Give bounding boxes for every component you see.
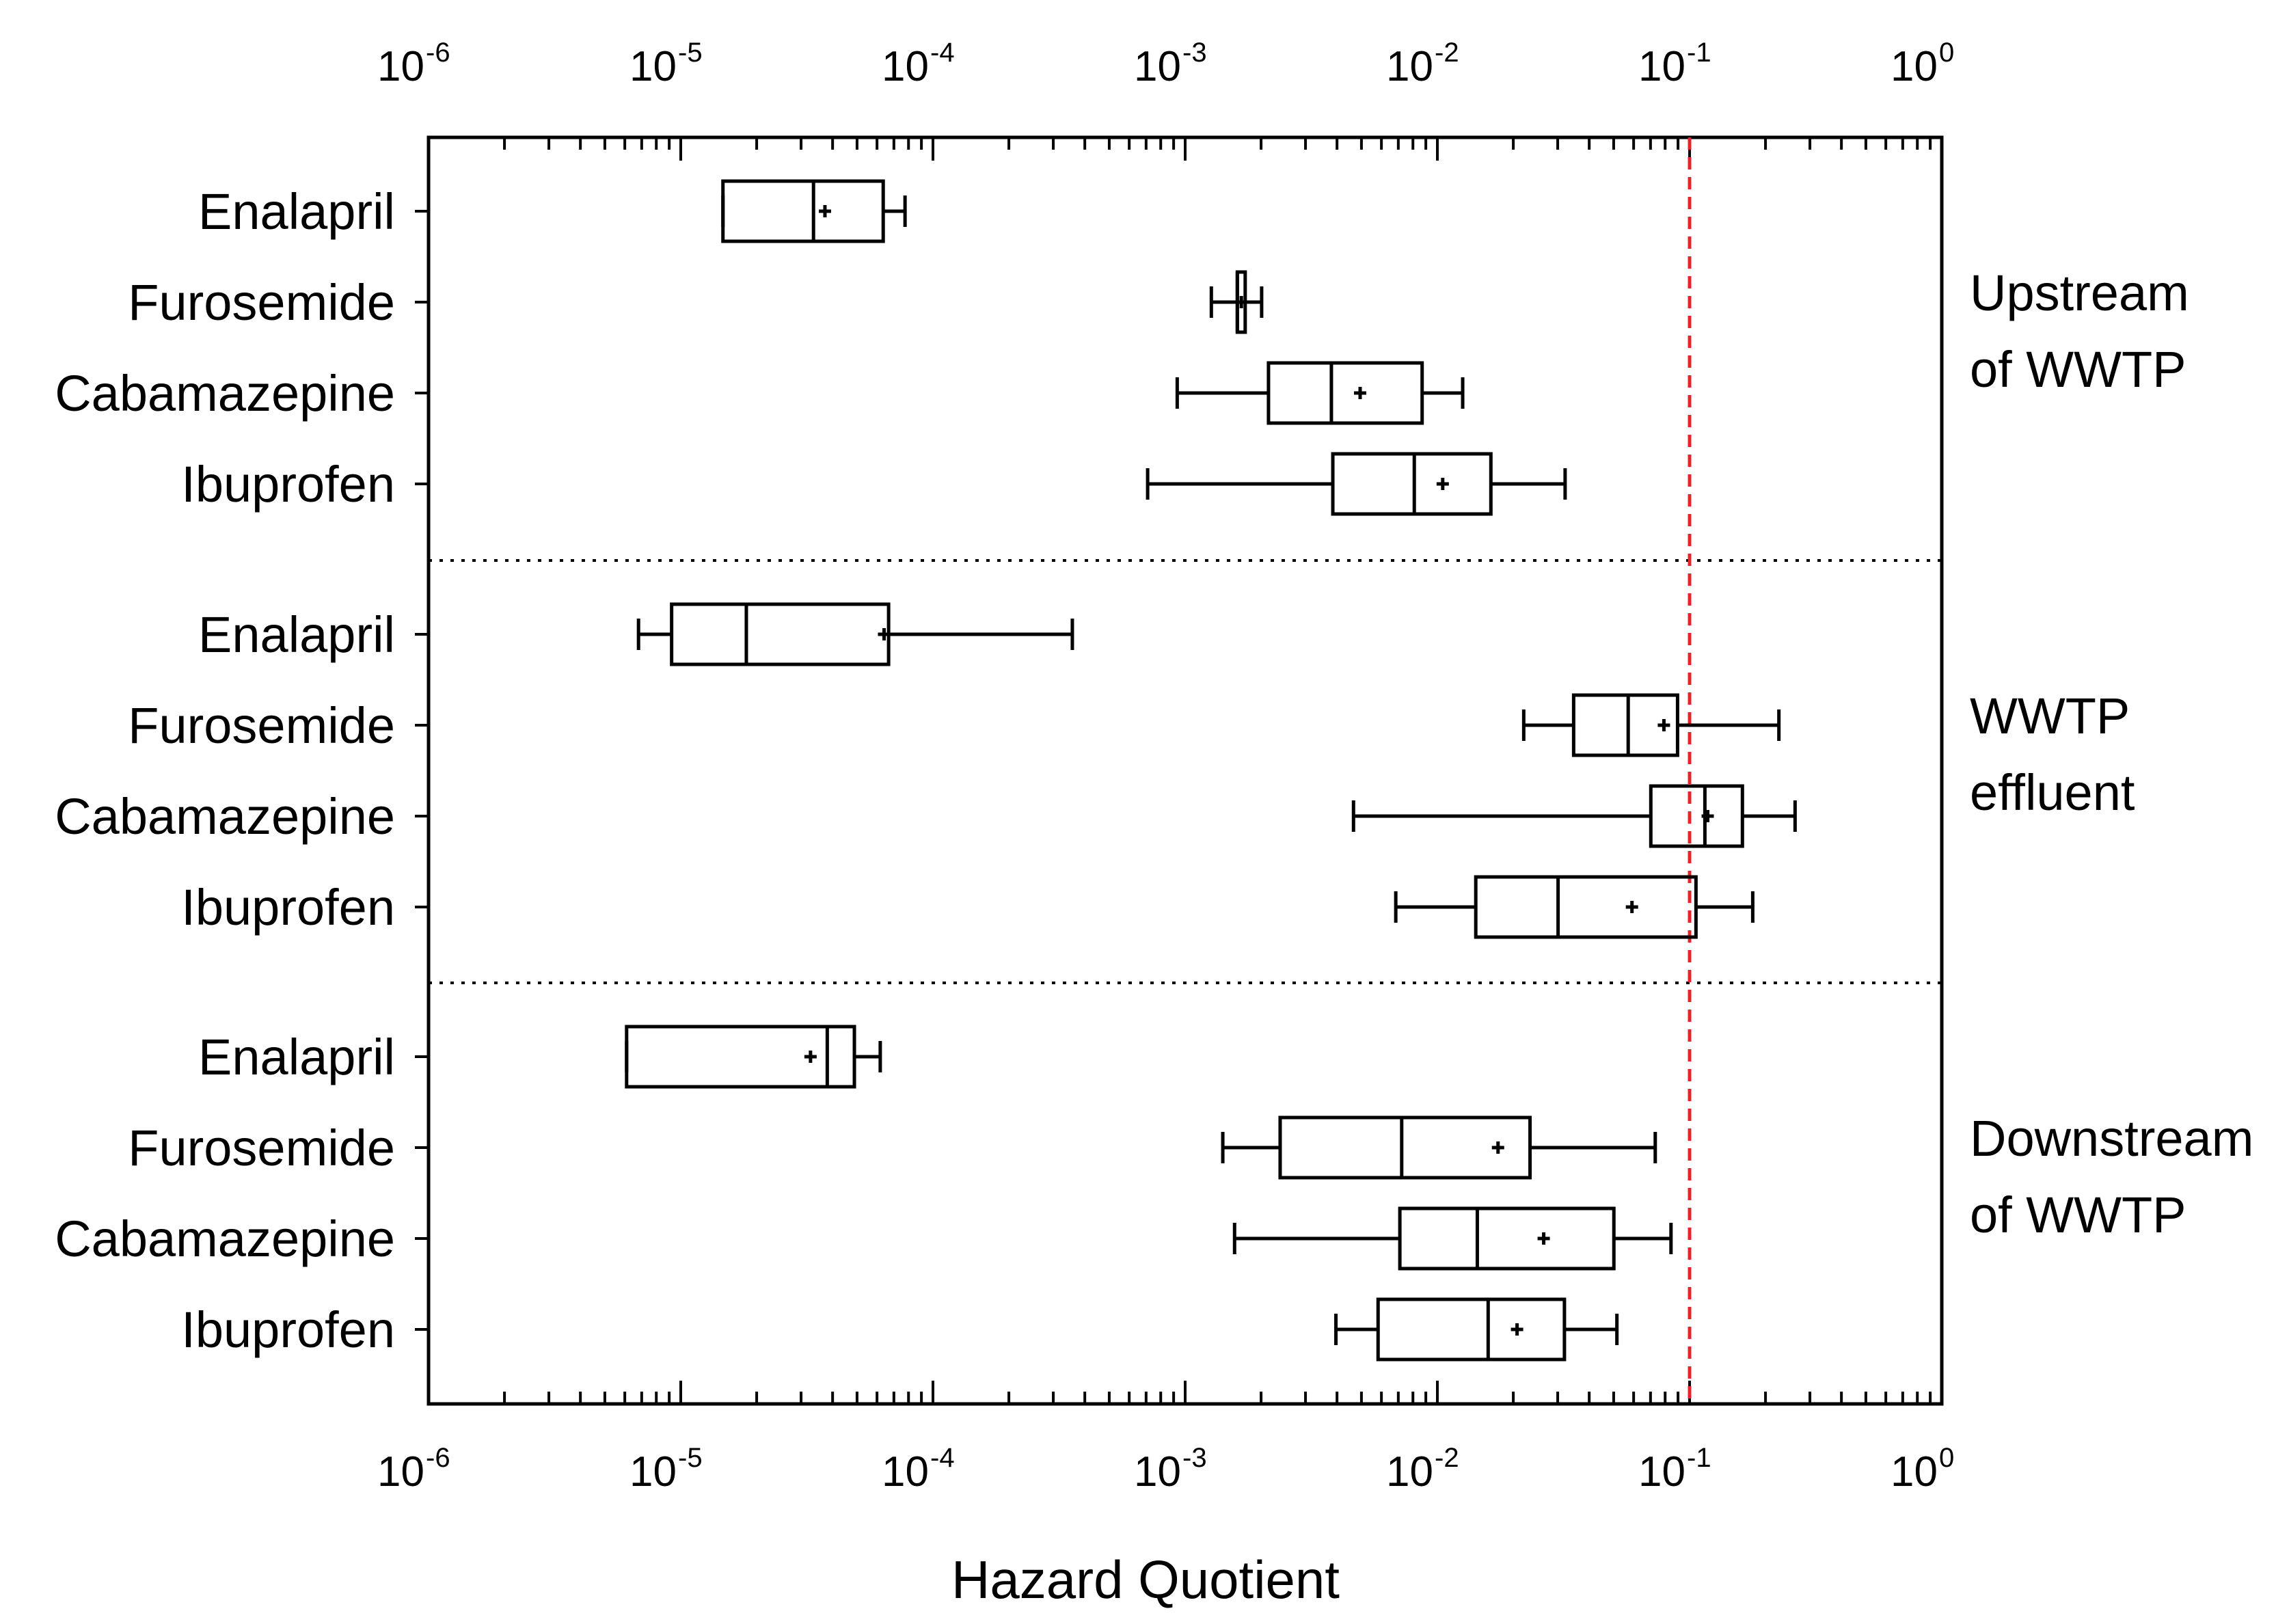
category-label: Cabamazepine — [55, 365, 395, 422]
bottom-tick-label: 10 0 — [1891, 1443, 1954, 1496]
box-ibuprofen-2 — [415, 1297, 1619, 1362]
category-label: Furosemide — [128, 697, 395, 754]
box-cabamazepine-2 — [415, 1206, 1673, 1271]
bottom-tick-label: 10 -5 — [629, 1443, 703, 1496]
x-axis-title: Hazard Quotient — [951, 1549, 1340, 1610]
top-tick-label-exponent: -3 — [1182, 38, 1207, 68]
box-enalapril-0 — [415, 179, 907, 243]
bottom-tick-label-exponent: -3 — [1182, 1443, 1207, 1473]
category-label: Ibuprofen — [181, 879, 395, 936]
box-cabamazepine-1 — [415, 784, 1797, 848]
top-tick-label-exponent: -2 — [1435, 38, 1459, 68]
box-iqr — [1398, 1206, 1616, 1271]
top-tick-label: 10 -3 — [1134, 38, 1207, 90]
top-tick-label: 10 -6 — [377, 38, 450, 90]
group-label-line: WWTP — [1970, 688, 2130, 744]
category-label: Enalapril — [198, 1029, 395, 1085]
bottom-tick-label-base: 10 — [1134, 1448, 1181, 1496]
top-tick-label: 10 -4 — [882, 38, 955, 90]
bottom-tick-label-exponent: -5 — [678, 1443, 703, 1473]
box-enalapril-2 — [415, 1025, 882, 1089]
category-label: Enalapril — [198, 183, 395, 240]
box-iqr — [625, 1025, 856, 1089]
box-iqr — [1376, 1297, 1567, 1362]
top-tick-label: 10 -1 — [1638, 38, 1711, 90]
box-iqr — [1278, 1115, 1532, 1180]
top-tick-label: 10 -5 — [629, 38, 703, 90]
bottom-tick-label-base: 10 — [1386, 1448, 1433, 1496]
group-label-line: Upstream — [1970, 265, 2189, 321]
category-label: Furosemide — [128, 274, 395, 331]
top-tick-label-base: 10 — [1386, 43, 1433, 90]
top-tick-label-base: 10 — [1134, 43, 1181, 90]
top-tick-label-base: 10 — [629, 43, 677, 90]
bottom-tick-label-exponent: -4 — [930, 1443, 955, 1473]
category-label: Furosemide — [128, 1120, 395, 1176]
box-iqr — [1649, 784, 1744, 848]
bottom-tick-label: 10 -3 — [1134, 1443, 1207, 1496]
top-tick-label: 10 0 — [1891, 38, 1954, 90]
bottom-tick-label-base: 10 — [629, 1448, 677, 1496]
box-iqr — [1331, 452, 1493, 516]
bottom-tick-label-exponent: -1 — [1687, 1443, 1711, 1473]
group-label-line: effluent — [1970, 764, 2135, 821]
bottom-tick-label-base: 10 — [1891, 1448, 1938, 1496]
box-furosemide-0 — [415, 270, 1264, 334]
group-label-line: of WWTP — [1970, 341, 2186, 398]
group-label-line: of WWTP — [1970, 1187, 2186, 1243]
category-label: Cabamazepine — [55, 1210, 395, 1267]
top-tick-label-base: 10 — [882, 43, 929, 90]
top-tick-label-base: 10 — [1638, 43, 1685, 90]
bottom-tick-label-exponent: 0 — [1939, 1443, 1954, 1473]
box-furosemide-2 — [415, 1115, 1657, 1180]
bottom-tick-label-exponent: -2 — [1435, 1443, 1459, 1473]
category-label: Enalapril — [198, 606, 395, 663]
bottom-tick-label-exponent: -6 — [426, 1443, 450, 1473]
box-iqr — [1474, 875, 1698, 939]
top-tick-label: 10 -2 — [1386, 38, 1459, 90]
box-iqr — [1571, 693, 1679, 757]
box-ibuprofen-1 — [415, 875, 1755, 939]
box-furosemide-1 — [415, 693, 1781, 757]
bottom-tick-label-base: 10 — [1638, 1448, 1685, 1496]
bottom-tick-label: 10 -1 — [1638, 1443, 1711, 1496]
bottom-tick-label: 10 -2 — [1386, 1443, 1459, 1496]
category-label: Ibuprofen — [181, 456, 395, 513]
box-enalapril-1 — [415, 602, 1074, 666]
bottom-tick-label: 10 -4 — [882, 1443, 955, 1496]
top-tick-label-exponent: 0 — [1939, 38, 1954, 68]
top-tick-label-exponent: -4 — [930, 38, 955, 68]
category-label: Cabamazepine — [55, 788, 395, 845]
box-iqr — [1267, 361, 1424, 425]
top-tick-label-exponent: -1 — [1687, 38, 1711, 68]
top-tick-label-exponent: -6 — [426, 38, 450, 68]
box-ibuprofen-0 — [415, 452, 1567, 516]
top-tick-label-base: 10 — [1891, 43, 1938, 90]
box-cabamazepine-0 — [415, 361, 1465, 425]
box-iqr — [721, 179, 885, 243]
bottom-tick-label: 10 -6 — [377, 1443, 450, 1496]
bottom-tick-label-base: 10 — [882, 1448, 929, 1496]
bottom-tick-label-base: 10 — [377, 1448, 424, 1496]
top-tick-label-base: 10 — [377, 43, 424, 90]
category-label: Ibuprofen — [181, 1301, 395, 1358]
top-tick-label-exponent: -5 — [678, 38, 703, 68]
group-label-line: Downstream — [1970, 1110, 2253, 1167]
